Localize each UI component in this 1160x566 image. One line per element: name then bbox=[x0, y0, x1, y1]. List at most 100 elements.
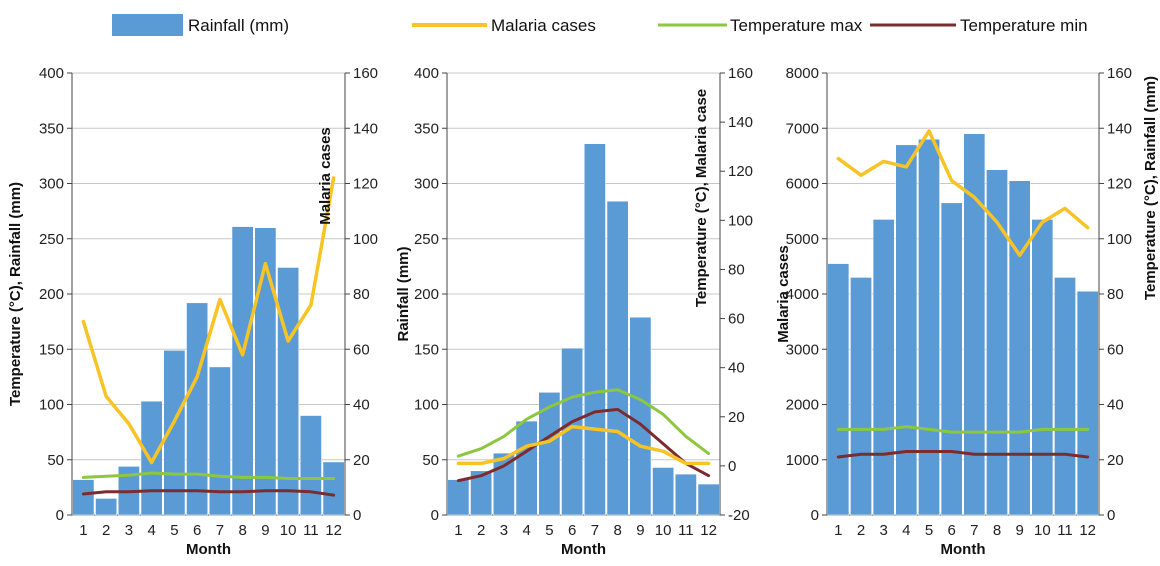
tmax-line bbox=[456, 388, 711, 458]
x-tick-label: 4 bbox=[147, 522, 155, 539]
x-tick-label: 9 bbox=[1015, 522, 1023, 539]
left-tick-label: 150 bbox=[39, 341, 64, 358]
rainfall-bar bbox=[140, 400, 163, 516]
rainfall-bar bbox=[254, 227, 277, 516]
rainfall-bar bbox=[470, 470, 492, 516]
left-tick-label: 300 bbox=[414, 176, 439, 193]
right-tick-label: 80 bbox=[1107, 286, 1124, 303]
x-tick-label: 2 bbox=[857, 522, 865, 539]
right-axis-title: Temperature (°C), Rainfall (mm) bbox=[1142, 76, 1159, 300]
left-tick-label: 50 bbox=[47, 452, 64, 469]
legend: Rainfall (mm) Malaria cases Temperature ma… bbox=[112, 14, 1088, 36]
left-tick-label: 400 bbox=[39, 65, 64, 82]
left-tick-label: 3000 bbox=[786, 341, 819, 358]
rainfall-bar bbox=[1008, 180, 1031, 516]
x-tick-label: 10 bbox=[280, 522, 297, 539]
rainfall-bar bbox=[606, 200, 629, 516]
legend-label-tmax: Temperature max bbox=[730, 16, 863, 35]
rainfall-bar bbox=[72, 479, 95, 516]
left-axis-title: Rainfall (mm) bbox=[395, 246, 412, 341]
right-tick-label: 80 bbox=[728, 261, 745, 278]
x-axis-title: Month bbox=[561, 541, 606, 558]
left-tick-label: 4000 bbox=[786, 286, 819, 303]
x-tick-label: 7 bbox=[216, 522, 224, 539]
right-tick-label: 40 bbox=[1107, 397, 1124, 414]
right-tick-label: 40 bbox=[728, 360, 745, 377]
tmin-line bbox=[836, 450, 1090, 459]
tmin-line bbox=[81, 489, 336, 497]
right-tick-label: 140 bbox=[1107, 120, 1132, 137]
right-tick-label: 80 bbox=[353, 286, 370, 303]
x-tick-label: 8 bbox=[613, 522, 621, 539]
right-tick-label: 160 bbox=[1107, 65, 1132, 82]
rainfall-bar bbox=[515, 420, 538, 516]
x-tick-label: 5 bbox=[170, 522, 178, 539]
x-tick-label: 4 bbox=[902, 522, 910, 539]
left-tick-label: 200 bbox=[39, 286, 64, 303]
x-tick-label: 5 bbox=[545, 522, 553, 539]
x-tick-label: 11 bbox=[678, 522, 694, 539]
left-axis-title: Malaria cases bbox=[775, 245, 792, 343]
left-tick-label: 350 bbox=[39, 120, 64, 137]
x-tick-label: 8 bbox=[238, 522, 246, 539]
x-tick-label: 2 bbox=[102, 522, 110, 539]
malaria-line bbox=[836, 129, 1090, 258]
x-tick-label: 6 bbox=[193, 522, 201, 539]
x-tick-label: 7 bbox=[591, 522, 599, 539]
x-tick-label: 3 bbox=[500, 522, 508, 539]
legend-item-tmax: Temperature max bbox=[658, 16, 863, 35]
left-tick-label: 100 bbox=[414, 397, 439, 414]
legend-label-tmin: Temperature min bbox=[960, 16, 1088, 35]
right-tick-label: 0 bbox=[728, 458, 736, 475]
x-tick-label: 12 bbox=[700, 522, 717, 539]
x-tick-label: 1 bbox=[834, 522, 842, 539]
legend-item-rainfall: Rainfall (mm) bbox=[112, 14, 289, 36]
left-tick-label: 300 bbox=[39, 176, 64, 193]
rainfall-bar bbox=[95, 498, 117, 516]
rainfall-bar bbox=[675, 473, 697, 516]
rainfall-bar bbox=[850, 277, 872, 516]
right-tick-label: 20 bbox=[353, 452, 370, 469]
malaria-line bbox=[456, 424, 711, 466]
right-tick-label: 140 bbox=[728, 114, 753, 131]
x-tick-label: 9 bbox=[261, 522, 269, 539]
right-tick-label: 160 bbox=[728, 65, 753, 82]
left-tick-label: 250 bbox=[39, 231, 64, 248]
rainfall-bar bbox=[652, 467, 674, 516]
x-tick-label: 2 bbox=[477, 522, 485, 539]
legend-label-rainfall: Rainfall (mm) bbox=[188, 16, 289, 35]
rainfall-bar bbox=[538, 392, 561, 516]
rainfall-bar bbox=[629, 316, 652, 516]
left-tick-label: 8000 bbox=[786, 65, 819, 82]
left-tick-label: 2000 bbox=[786, 397, 819, 414]
legend-swatch-rainfall bbox=[112, 14, 183, 36]
legend-item-malaria: Malaria cases bbox=[412, 16, 596, 35]
right-tick-label: 60 bbox=[1107, 341, 1124, 358]
right-tick-label: 100 bbox=[353, 231, 378, 248]
right-tick-label: 20 bbox=[728, 409, 745, 426]
x-tick-label: 1 bbox=[79, 522, 87, 539]
rainfall-bar bbox=[300, 415, 322, 516]
right-tick-label: 60 bbox=[728, 311, 745, 328]
left-tick-label: 100 bbox=[39, 397, 64, 414]
left-tick-label: 6000 bbox=[786, 176, 819, 193]
left-tick-label: 1000 bbox=[786, 452, 819, 469]
tmin-line bbox=[456, 407, 711, 483]
x-tick-label: 11 bbox=[1057, 522, 1073, 539]
rainfall-bar bbox=[895, 144, 918, 516]
x-tick-label: 5 bbox=[925, 522, 933, 539]
right-tick-label: 0 bbox=[1107, 507, 1115, 524]
right-tick-label: 0 bbox=[353, 507, 361, 524]
right-tick-label: 100 bbox=[1107, 231, 1132, 248]
tmax-line bbox=[81, 471, 336, 480]
malaria-line bbox=[81, 176, 336, 465]
rainfall-bar bbox=[963, 133, 986, 516]
x-tick-label: 3 bbox=[879, 522, 887, 539]
x-tick-label: 3 bbox=[125, 522, 133, 539]
x-axis-title: Month bbox=[186, 541, 231, 558]
rainfall-bar bbox=[1054, 277, 1076, 516]
rainfall-bar bbox=[322, 461, 345, 516]
right-tick-label: 120 bbox=[353, 176, 378, 193]
rainfall-bar bbox=[1031, 219, 1054, 516]
